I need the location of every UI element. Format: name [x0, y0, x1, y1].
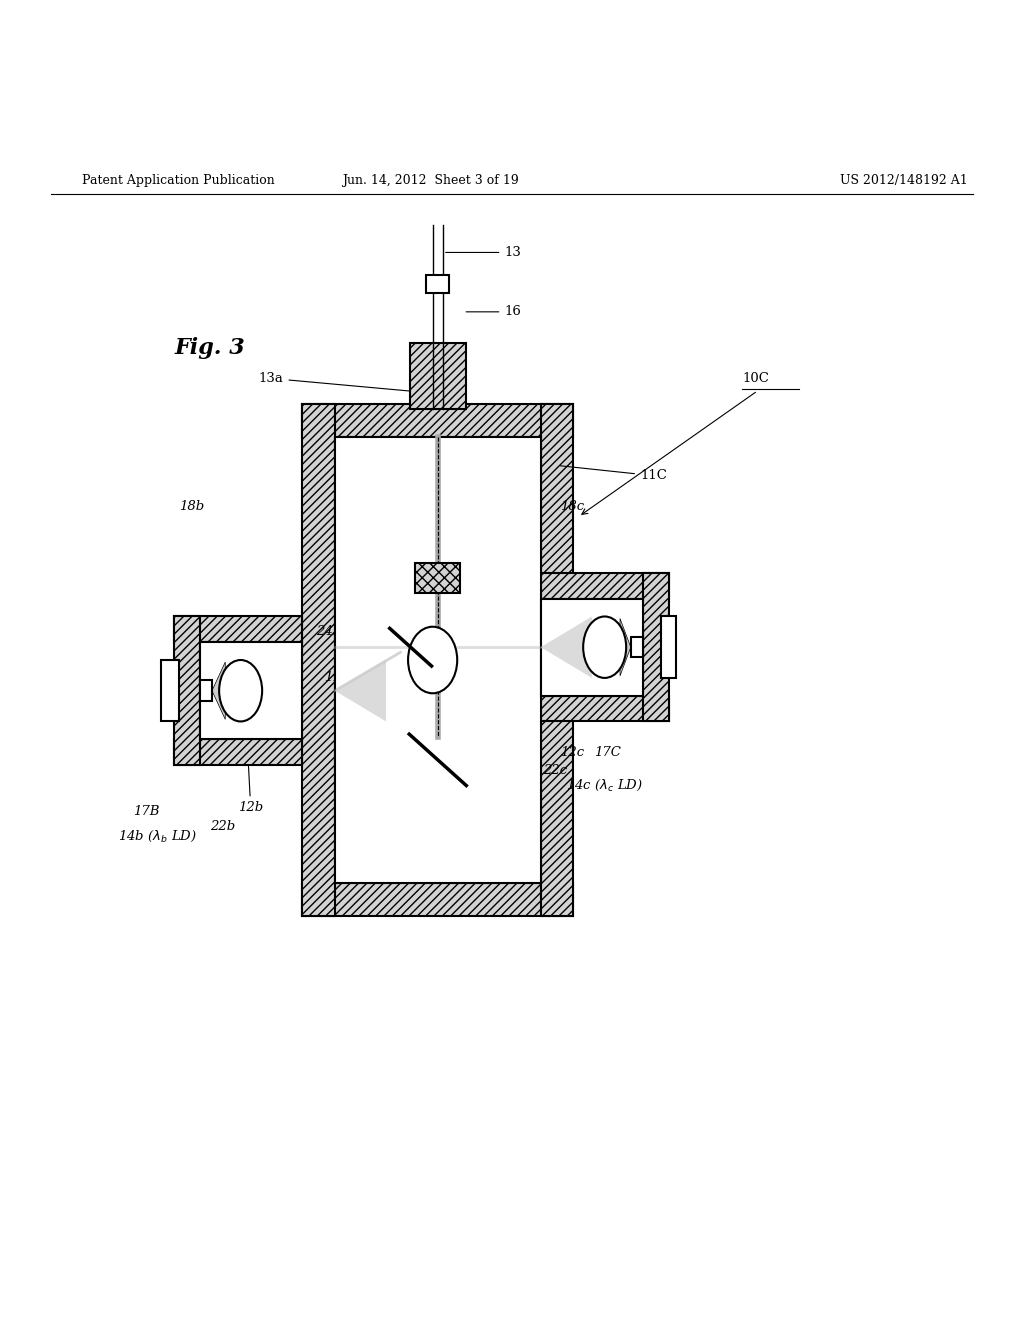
- FancyBboxPatch shape: [416, 562, 460, 594]
- FancyBboxPatch shape: [302, 404, 573, 437]
- Text: Jun. 14, 2012  Sheet 3 of 19: Jun. 14, 2012 Sheet 3 of 19: [342, 174, 518, 186]
- FancyBboxPatch shape: [335, 437, 541, 883]
- Text: 11e: 11e: [419, 515, 443, 528]
- Text: 21: 21: [438, 597, 455, 610]
- FancyBboxPatch shape: [541, 404, 573, 916]
- Text: US 2012/148192 A1: US 2012/148192 A1: [840, 174, 968, 186]
- Text: 17C: 17C: [594, 746, 622, 759]
- Text: 18b: 18b: [179, 500, 205, 513]
- FancyBboxPatch shape: [174, 739, 302, 766]
- Text: 11c: 11c: [457, 626, 481, 639]
- Text: 12c: 12c: [560, 746, 584, 759]
- Text: Fig. 3: Fig. 3: [174, 338, 245, 359]
- FancyBboxPatch shape: [541, 573, 669, 598]
- Text: 14c ($\lambda_c$ LD): 14c ($\lambda_c$ LD): [566, 777, 643, 792]
- Text: 13a: 13a: [258, 372, 415, 392]
- FancyBboxPatch shape: [643, 573, 669, 722]
- Text: Patent Application Publication: Patent Application Publication: [82, 174, 274, 186]
- Text: 13: 13: [445, 246, 521, 259]
- FancyBboxPatch shape: [302, 883, 573, 916]
- FancyBboxPatch shape: [174, 616, 200, 766]
- Polygon shape: [212, 663, 225, 719]
- FancyBboxPatch shape: [410, 343, 466, 409]
- Text: 24a: 24a: [450, 718, 489, 777]
- Text: 22b: 22b: [210, 820, 236, 833]
- Polygon shape: [335, 660, 386, 722]
- FancyBboxPatch shape: [541, 598, 643, 696]
- Text: 24b: 24b: [315, 626, 341, 639]
- Text: 23: 23: [438, 539, 455, 552]
- FancyBboxPatch shape: [541, 696, 669, 722]
- Ellipse shape: [219, 660, 262, 722]
- FancyBboxPatch shape: [200, 642, 302, 739]
- FancyBboxPatch shape: [631, 638, 643, 657]
- Polygon shape: [621, 619, 631, 676]
- Text: 17B: 17B: [133, 804, 160, 817]
- Text: 14b ($\lambda_b$ LD): 14b ($\lambda_b$ LD): [118, 829, 197, 845]
- Text: 18c: 18c: [560, 500, 584, 513]
- Text: 10C: 10C: [742, 372, 769, 385]
- FancyBboxPatch shape: [200, 681, 212, 701]
- FancyBboxPatch shape: [302, 404, 335, 916]
- Polygon shape: [541, 616, 592, 678]
- FancyBboxPatch shape: [662, 616, 677, 678]
- Text: 16: 16: [466, 305, 521, 318]
- Text: 22c: 22c: [543, 764, 567, 777]
- Ellipse shape: [408, 627, 457, 693]
- FancyBboxPatch shape: [161, 660, 179, 722]
- FancyBboxPatch shape: [174, 616, 302, 642]
- Text: 12b: 12b: [238, 766, 263, 814]
- Text: 11C: 11C: [560, 466, 667, 482]
- FancyBboxPatch shape: [426, 275, 449, 293]
- Ellipse shape: [584, 616, 627, 678]
- Text: 11b: 11b: [324, 672, 349, 684]
